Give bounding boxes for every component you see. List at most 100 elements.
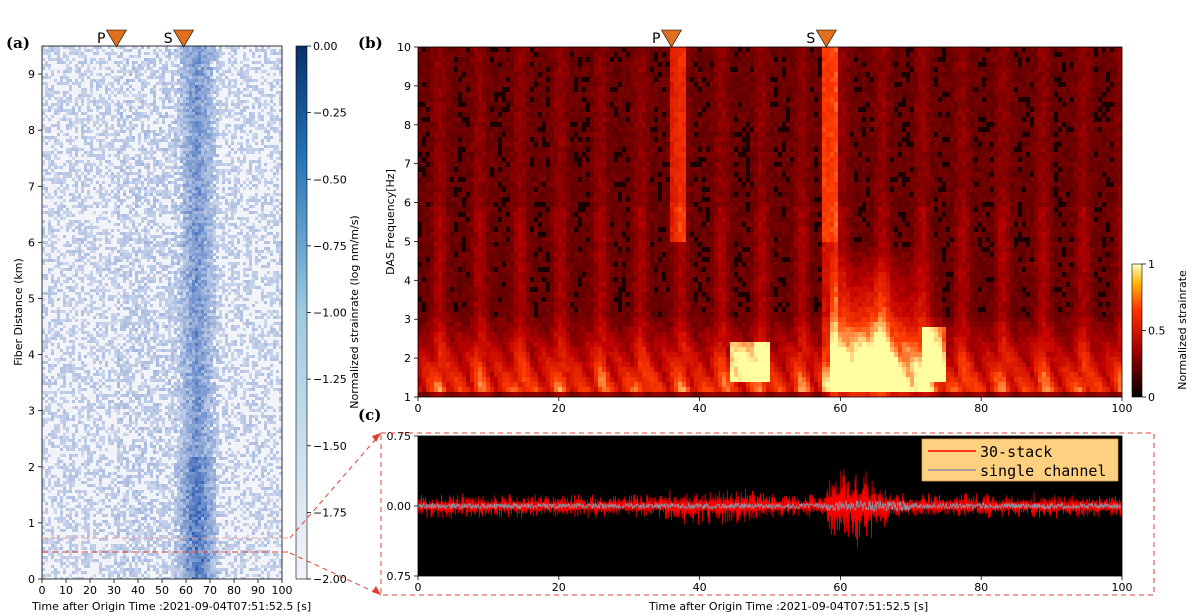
- heatmap-a-cell: [180, 166, 183, 169]
- heatmap-a-cell: [180, 232, 183, 235]
- heatmap-a-cell: [117, 208, 120, 211]
- heatmap-a-cell: [138, 187, 141, 190]
- heatmap-a-cell: [204, 262, 207, 265]
- heatmap-a-cell: [96, 340, 99, 343]
- heatmap-a-cell: [210, 337, 213, 340]
- heatmap-a-cell: [141, 298, 144, 301]
- heatmap-a-cell: [219, 268, 222, 271]
- heatmap-a-cell: [276, 145, 279, 148]
- heatmap-a-cell: [114, 211, 117, 214]
- heatmap-a-cell: [255, 142, 258, 145]
- heatmap-a-cell: [183, 55, 186, 58]
- heatmap-a-cell: [228, 115, 231, 118]
- heatmap-a-cell: [216, 100, 219, 103]
- heatmap-a-cell: [210, 316, 213, 319]
- heatmap-a-cell: [48, 301, 51, 304]
- heatmap-a-cell: [99, 268, 102, 271]
- heatmap-a-cell: [237, 199, 240, 202]
- heatmap-a-cell: [69, 121, 72, 124]
- heatmap-a-cell: [60, 61, 63, 64]
- heatmap-a-cell: [138, 178, 141, 181]
- heatmap-a-cell: [129, 349, 132, 352]
- heatmap-a-cell: [48, 139, 51, 142]
- heatmap-a-cell: [66, 277, 69, 280]
- heatmap-a-cell: [264, 343, 267, 346]
- heatmap-a-cell: [198, 124, 201, 127]
- heatmap-a-cell: [111, 145, 114, 148]
- heatmap-a-cell: [84, 118, 87, 121]
- heatmap-a-cell: [129, 295, 132, 298]
- heatmap-a-cell: [204, 274, 207, 277]
- heatmap-a-cell: [207, 127, 210, 130]
- heatmap-a-cell: [279, 316, 282, 319]
- heatmap-a-cell: [63, 352, 66, 355]
- heatmap-a-cell: [225, 247, 228, 250]
- heatmap-a-cell: [129, 328, 132, 331]
- heatmap-a-cell: [123, 139, 126, 142]
- heatmap-a-cell: [237, 286, 240, 289]
- heatmap-a-cell: [171, 343, 174, 346]
- heatmap-a-cell: [192, 91, 195, 94]
- heatmap-a-cell: [132, 232, 135, 235]
- heatmap-a-cell: [180, 103, 183, 106]
- heatmap-a-cell: [72, 106, 75, 109]
- heatmap-a-cell: [195, 160, 198, 163]
- heatmap-a-cell: [57, 205, 60, 208]
- heatmap-a-cell: [69, 169, 72, 172]
- heatmap-a-cell: [177, 178, 180, 181]
- heatmap-a-cell: [177, 355, 180, 358]
- heatmap-a-cell: [270, 250, 273, 253]
- heatmap-a-cell: [114, 202, 117, 205]
- heatmap-a-cell: [198, 103, 201, 106]
- heatmap-a-cell: [267, 187, 270, 190]
- heatmap-a-cell: [270, 253, 273, 256]
- heatmap-a-cell: [96, 148, 99, 151]
- heatmap-a-cell: [195, 358, 198, 361]
- heatmap-a-cell: [279, 139, 282, 142]
- heatmap-a-cell: [111, 346, 114, 349]
- heatmap-a-cell: [225, 316, 228, 319]
- heatmap-a-cell: [183, 133, 186, 136]
- heatmap-a-cell: [183, 97, 186, 100]
- heatmap-a-cell: [198, 358, 201, 361]
- heatmap-a-cell: [72, 262, 75, 265]
- heatmap-a-cell: [138, 157, 141, 160]
- heatmap-a-cell: [186, 229, 189, 232]
- heatmap-a-cell: [102, 262, 105, 265]
- heatmap-a-cell: [126, 226, 129, 229]
- heatmap-a-cell: [93, 358, 96, 361]
- heatmap-a-cell: [138, 49, 141, 52]
- heatmap-a-cell: [108, 322, 111, 325]
- heatmap-a-cell: [225, 142, 228, 145]
- heatmap-a-cell: [105, 235, 108, 238]
- heatmap-a-cell: [177, 301, 180, 304]
- heatmap-a-cell: [210, 256, 213, 259]
- heatmap-a-cell: [102, 301, 105, 304]
- heatmap-a-cell: [78, 352, 81, 355]
- heatmap-a-cell: [276, 223, 279, 226]
- heatmap-a-cell: [135, 61, 138, 64]
- heatmap-a-cell: [195, 184, 198, 187]
- heatmap-a-cell: [69, 301, 72, 304]
- heatmap-a-cell: [150, 154, 153, 157]
- heatmap-a-cell: [54, 154, 57, 157]
- heatmap-a-cell: [210, 292, 213, 295]
- heatmap-a-cell: [72, 238, 75, 241]
- heatmap-a-cell: [141, 73, 144, 76]
- heatmap-a-cell: [195, 256, 198, 259]
- heatmap-a-cell: [210, 352, 213, 355]
- heatmap-a-cell: [192, 157, 195, 160]
- heatmap-a-cell: [258, 151, 261, 154]
- heatmap-a-cell: [141, 46, 144, 49]
- heatmap-a-cell: [135, 241, 138, 244]
- heatmap-a-cell: [141, 250, 144, 253]
- heatmap-a-cell: [192, 292, 195, 295]
- heatmap-a-cell: [48, 208, 51, 211]
- heatmap-a-cell: [183, 289, 186, 292]
- heatmap-a-cell: [240, 169, 243, 172]
- heatmap-a-cell: [252, 355, 255, 358]
- heatmap-a-cell: [192, 304, 195, 307]
- heatmap-a-cell: [279, 70, 282, 73]
- heatmap-a-cell: [174, 142, 177, 145]
- heatmap-a-cell: [69, 244, 72, 247]
